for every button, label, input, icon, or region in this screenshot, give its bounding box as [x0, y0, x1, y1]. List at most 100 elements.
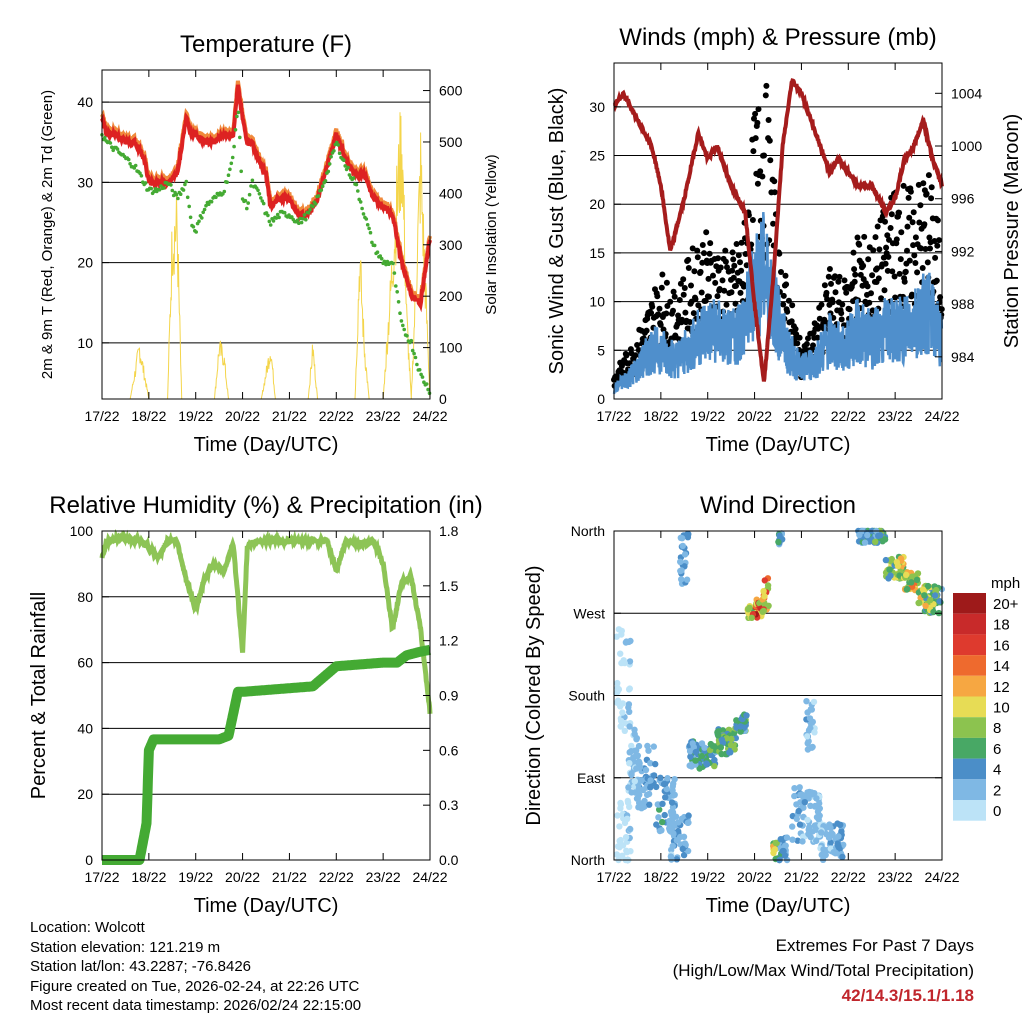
x-tick-label: 23/22: [366, 869, 401, 885]
gust-point: [733, 282, 739, 289]
dewpoint-point: [174, 192, 179, 197]
dewpoint-point: [256, 188, 260, 193]
dewpoint-point: [249, 184, 253, 188]
direction-point: [776, 532, 783, 539]
direction-point: [668, 811, 675, 819]
x-tick-label: 21/22: [272, 408, 307, 424]
direction-point: [617, 650, 624, 657]
y-tick-label: 30: [589, 99, 605, 115]
gust-point: [752, 110, 759, 117]
gust-point: [771, 178, 778, 185]
gust-point: [716, 286, 723, 292]
direction-point: [916, 599, 923, 607]
direction-point: [807, 802, 814, 809]
dewpoint-point: [396, 300, 401, 304]
direction-point: [737, 728, 744, 735]
dewpoint-point: [233, 128, 238, 132]
gust-point: [680, 276, 687, 283]
dewpoint-point: [149, 186, 153, 191]
dewpoint-point: [311, 204, 315, 209]
y-tick-label: South: [568, 688, 605, 704]
dewpoint-point: [183, 182, 187, 187]
direction-point: [777, 836, 784, 843]
gust-point: [733, 241, 740, 247]
gust-point: [731, 262, 738, 269]
direction-point: [727, 741, 735, 749]
x-tick-label: 20/22: [225, 408, 260, 424]
gust-point: [670, 288, 677, 295]
dewpoint-point: [327, 162, 332, 166]
series-wind: [612, 212, 944, 395]
legend-label: 20+: [993, 596, 1019, 613]
series-gust: [611, 82, 945, 389]
direction-point: [645, 747, 652, 754]
legend-label: 4: [993, 762, 1001, 779]
gust-point: [870, 247, 877, 254]
gust-point: [896, 209, 903, 216]
gust-point: [818, 301, 825, 308]
series-2m-temperature: [100, 84, 432, 313]
gust-point: [921, 221, 928, 228]
direction-point: [703, 760, 710, 767]
x-tick-label: 19/22: [690, 869, 725, 885]
series-dewpoint: [100, 110, 432, 396]
extremes-box: Extremes For Past 7 Days (High/Low/Max W…: [673, 933, 974, 1008]
direction-point: [872, 538, 879, 545]
dewpoint-point: [295, 218, 300, 223]
gust-point: [780, 301, 787, 308]
dewpoint-point: [405, 334, 409, 338]
series-9m-temperature: [100, 80, 432, 309]
gust-point: [846, 306, 853, 313]
direction-point: [743, 712, 750, 719]
dewpoint-point: [277, 215, 281, 220]
dewpoint-point: [152, 189, 156, 194]
gust-point: [737, 259, 743, 266]
dewpoint-point: [370, 240, 374, 245]
direction-point: [619, 852, 626, 859]
gust-point: [755, 106, 762, 113]
gust-point: [657, 321, 664, 328]
dewpoint-point: [282, 210, 287, 215]
gust-point: [685, 265, 692, 271]
x-tick-label: 24/22: [924, 869, 959, 885]
direction-point: [614, 679, 621, 687]
gust-point: [729, 267, 736, 274]
gust-point: [729, 249, 736, 256]
gust-point: [851, 278, 858, 285]
legend-swatch: [953, 613, 986, 635]
gust-point: [722, 258, 729, 265]
y2-axis-label: Station Pressure (Maroon): [1001, 114, 1023, 349]
dewpoint-point: [226, 173, 231, 177]
direction-point: [677, 558, 684, 565]
direction-point: [832, 849, 840, 857]
direction-point: [631, 726, 638, 733]
direction-point: [748, 614, 755, 621]
direction-point: [827, 839, 834, 846]
dewpoint-point: [426, 387, 430, 392]
direction-point: [626, 658, 634, 665]
gust-point: [828, 280, 834, 287]
dewpoint-point: [201, 210, 205, 215]
gust-point: [785, 297, 792, 304]
direction-point: [655, 814, 662, 821]
gust-point: [694, 247, 701, 254]
direction-point: [775, 538, 782, 546]
dewpoint-point: [358, 200, 363, 204]
gust-point: [898, 229, 905, 236]
dewpoint-point: [424, 382, 429, 386]
direction-point: [809, 718, 816, 726]
gust-point: [864, 283, 871, 290]
direction-point: [806, 824, 813, 831]
extremes-values: 42/14.3/15.1/1.18: [841, 986, 974, 1005]
y2-tick-label: 1000: [951, 138, 982, 154]
gust-point: [886, 236, 892, 243]
dewpoint-point: [395, 290, 400, 294]
legend-label: 14: [993, 658, 1010, 675]
gust-point: [906, 214, 913, 221]
gust-point: [784, 308, 791, 315]
legend-label: 2: [993, 782, 1001, 799]
dewpoint-point: [247, 192, 252, 197]
direction-point: [667, 853, 675, 860]
direction-point: [626, 803, 633, 810]
dewpoint-point: [188, 215, 193, 220]
